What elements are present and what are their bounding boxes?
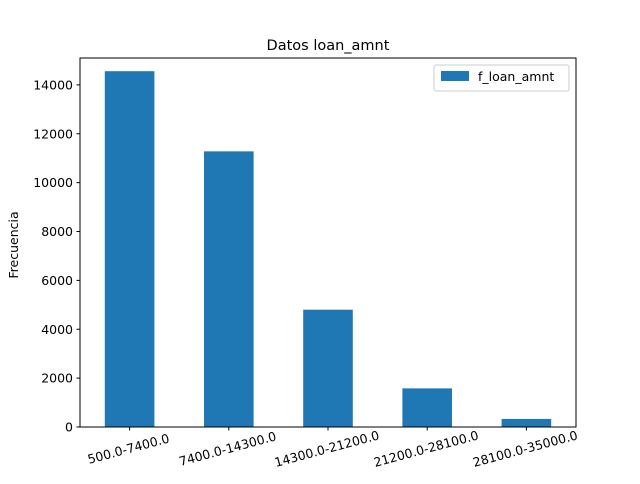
legend-swatch [441, 71, 469, 81]
bar-14300.0-21200.0 [303, 309, 353, 427]
y-tick-label: 4000 [41, 322, 73, 337]
y-tick-label: 8000 [41, 224, 73, 239]
y-axis-label: Frecuencia [6, 211, 21, 278]
y-tick-label: 10000 [33, 175, 73, 190]
y-tick-label: 2000 [41, 371, 73, 386]
y-tick-label: 0 [65, 420, 73, 435]
bars-group [104, 71, 552, 427]
y-tick-label: 12000 [33, 126, 73, 141]
chart-title: Datos loan_amnt [267, 38, 390, 54]
y-tick-label: 14000 [33, 77, 73, 92]
legend-label: f_loan_amnt [478, 69, 554, 84]
y-axis-ticks: 0 2000 4000 6000 8000 10000 12000 14000 [33, 77, 80, 435]
plot-frame [79, 57, 577, 428]
y-tick-label: 6000 [41, 273, 73, 288]
legend: f_loan_amnt [433, 64, 570, 92]
bar-7400.0-14300.0 [204, 151, 254, 427]
bar-21200.0-28100.0 [402, 388, 452, 427]
bar-500.0-7400.0 [104, 71, 155, 427]
bar-28100.0-35000.0 [501, 418, 552, 427]
